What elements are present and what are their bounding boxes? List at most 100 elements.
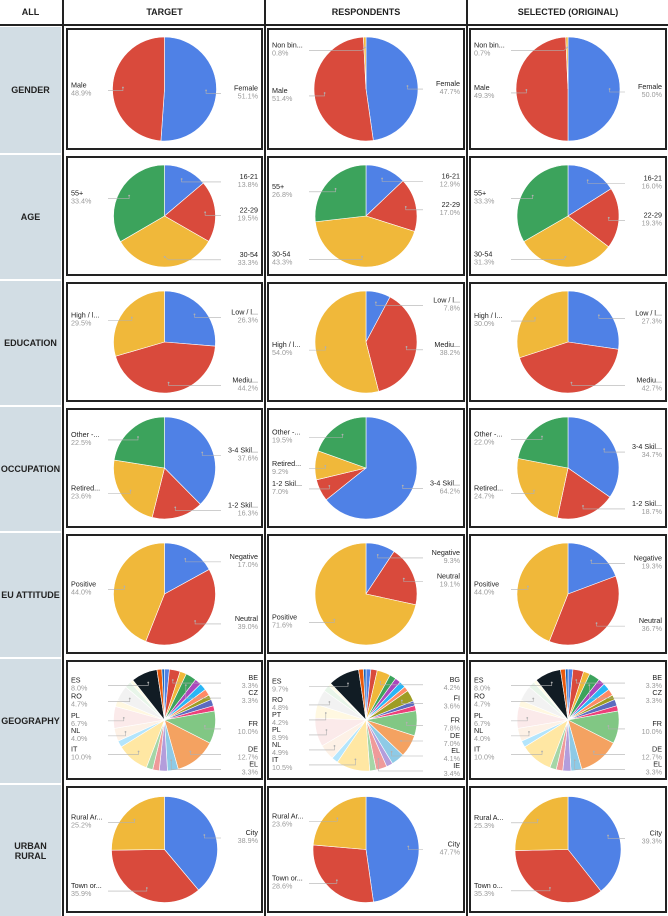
pie-slice-female — [365, 36, 419, 141]
pie-chart-eu-attitude-respondents: Positive 71.6% Negative 9.3% Neutral 19.1% — [267, 534, 465, 654]
label-anchor-dot — [325, 729, 328, 731]
label-anchor-dot — [171, 679, 174, 681]
slice-value-label: 10.0% — [71, 752, 92, 761]
label-leader-line — [406, 722, 423, 726]
label-anchor-dot — [526, 716, 529, 719]
slice-value-label: 28.6% — [272, 881, 293, 890]
label-leader-line — [511, 819, 539, 824]
pie-slice-high-l — [314, 290, 380, 394]
label-anchor-dot — [203, 725, 206, 727]
label-leader-line — [309, 880, 338, 884]
label-anchor-dot — [336, 817, 339, 820]
label-leader-line — [609, 89, 625, 93]
pie-slice-unlabeled — [363, 668, 367, 721]
label-anchor-dot — [534, 317, 536, 319]
pie-slice-city — [567, 796, 622, 892]
slice-label: Retired... — [474, 484, 503, 493]
slice-value-label: 51.4% — [272, 94, 293, 103]
slice-value-label: 47.7% — [440, 87, 461, 96]
slice-label: DE — [248, 745, 258, 754]
label-leader-line — [511, 586, 529, 590]
slice-label: EL — [451, 746, 460, 755]
slice-label: 1-2 Skil... — [632, 499, 662, 508]
label-leader-line — [108, 490, 131, 494]
grid-line — [466, 0, 468, 916]
header-all: ALL — [0, 0, 61, 24]
pie-chart-education-respondents: High / l... 54.0% Low / l... 7.8% Mediu... 38… — [267, 282, 465, 402]
slice-value-label: 3.3% — [242, 696, 259, 705]
slice-value-label: 25.3% — [474, 821, 495, 830]
pie-svg: Other -...22.5% Retired...23.6% 3-4 Skil..… — [71, 416, 259, 520]
slice-value-label: 19.5% — [272, 436, 293, 445]
slice-label: Town o... — [474, 881, 503, 890]
label-anchor-dot — [174, 506, 177, 509]
label-anchor-dot — [374, 301, 377, 304]
label-anchor-dot — [405, 721, 408, 724]
slice-value-label: 17.0% — [440, 208, 461, 217]
slice-value-label: 38.9% — [238, 836, 259, 845]
slice-value-label: 19.3% — [642, 219, 663, 228]
label-leader-line — [407, 86, 423, 90]
pie-slice-town-or — [111, 849, 199, 903]
pie-chart-education-target: High / l... 29.5% Low / l... 26.3% Mediu... 4… — [66, 282, 263, 402]
row-label-geography: GEOGRAPHY — [0, 659, 61, 783]
slice-value-label: 27.3% — [642, 316, 663, 325]
label-leader-line — [589, 685, 625, 699]
slice-label: Negative — [634, 553, 662, 562]
slice-label: 16-21 — [240, 172, 258, 181]
slice-label: IT — [272, 755, 279, 764]
label-leader-line — [603, 449, 625, 453]
slice-value-label: 47.7% — [440, 848, 461, 857]
label-anchor-dot — [400, 699, 403, 702]
slice-value-label: 31.3% — [474, 258, 495, 267]
label-leader-line — [401, 700, 423, 704]
slice-value-label: 64.2% — [440, 487, 461, 496]
slice-value-label: 51.1% — [238, 91, 259, 100]
header-respondents: RESPONDENTS — [266, 0, 466, 24]
slice-value-label: 71.6% — [272, 621, 293, 630]
slice-value-label: 3.3% — [242, 768, 259, 777]
label-anchor-dot — [122, 86, 124, 89]
pie-slice-neutral — [365, 551, 418, 606]
slice-label: FI — [454, 694, 460, 703]
label-anchor-dot — [189, 750, 192, 753]
slice-value-label: 9.7% — [272, 684, 289, 693]
pie-svg: Other -...22.0% Retired...24.7% 3-4 Skil..… — [474, 416, 663, 520]
pie-svg: High / l...29.5% Low / l...26.3% Mediu...4… — [71, 290, 259, 394]
pie-slice-town-o — [514, 849, 602, 903]
slice-value-label: 7.0% — [444, 739, 461, 748]
label-anchor-dot — [377, 757, 380, 760]
slice-label: Positive — [71, 579, 96, 588]
slice-label: Non bin... — [272, 40, 303, 49]
label-leader-line — [172, 680, 221, 684]
slice-value-label: 48.9% — [71, 89, 92, 98]
pie-slice-female — [160, 36, 217, 142]
slice-label: ES — [71, 676, 81, 685]
label-leader-line — [511, 318, 536, 322]
slice-value-label: 4.2% — [272, 718, 289, 727]
label-anchor-dot — [333, 745, 336, 747]
label-leader-line — [309, 188, 336, 193]
pie-slice-retired — [113, 459, 165, 518]
slice-label: Positive — [272, 613, 297, 622]
label-leader-line — [511, 195, 533, 199]
pie-slice-non-bin — [565, 36, 569, 90]
slice-label: 16-21 — [644, 173, 662, 182]
label-leader-line — [205, 90, 221, 94]
label-leader-line — [511, 887, 551, 892]
pie-slice-positive — [516, 542, 569, 642]
slice-label: Negative — [230, 552, 258, 561]
label-leader-line — [164, 256, 221, 261]
slice-value-label: 22.0% — [474, 438, 495, 447]
slice-label: 3-4 Skil... — [430, 479, 460, 488]
pie-slice-male — [112, 36, 165, 142]
slice-value-label: 16.3% — [238, 508, 259, 517]
pie-slice-mediu — [365, 296, 418, 392]
pie-slice-male — [313, 36, 374, 142]
pie-slice-30-54 — [523, 215, 610, 268]
pie-chart-gender-target: Male 48.9% Female 51.1% — [66, 28, 263, 150]
label-anchor-dot — [347, 682, 349, 685]
pie-svg: ES8.0%RO4.7%PL6.7%NL4.0%IT10.0%BE3.3%CZ3… — [71, 668, 259, 777]
slice-label: Rural Ar... — [272, 811, 304, 820]
